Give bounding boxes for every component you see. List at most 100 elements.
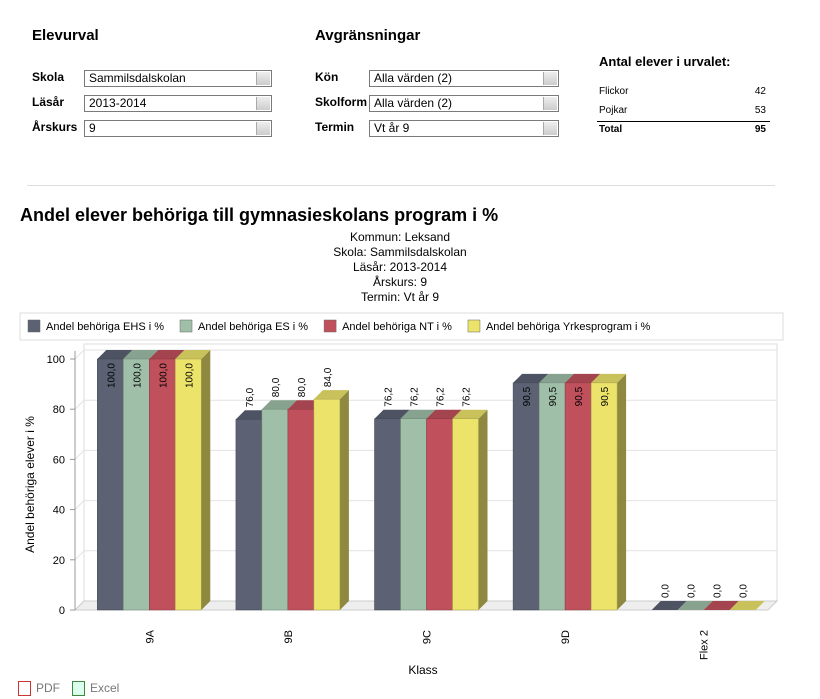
bar-group: 0,0 [651,584,687,610]
bar-top [97,350,133,359]
bar-side [617,373,627,610]
separator [27,185,775,186]
y-tick-label: 0 [59,605,65,617]
y-tick-label: 80 [53,404,65,416]
x-tick-label: 9A [144,629,156,643]
value-label: 76,2 [462,387,473,407]
value-label: 76,0 [245,387,256,407]
bar-top [175,350,211,359]
summary-divider [597,121,770,122]
bar-top [677,601,713,610]
y-tick-label: 100 [47,354,65,366]
legend-label: Andel behöriga EHS i % [46,321,164,333]
grid-line [74,349,777,360]
bar-top [539,373,575,383]
bar-top [651,601,687,610]
legend-swatch [27,319,41,333]
summary-label: Total [599,124,623,135]
section-title: Avgränsningar [315,27,421,44]
value-label: 90,5 [600,386,611,406]
summary-value: 53 [754,105,766,116]
legend-label: Andel behöriga Yrkesprogram i % [486,321,650,333]
x-tick-label: 9B [283,630,295,643]
legend-label: Andel behöriga NT i % [342,321,452,333]
bar [538,382,566,611]
x-tick-label: Flex 2 [699,630,711,660]
summary-value: 95 [754,124,766,135]
value-label: 76,2 [384,387,395,407]
export-link[interactable]: Excel [90,681,120,695]
summary-value: 42 [754,86,766,97]
bar-group: 84,0 [313,367,349,611]
bar-group: 0,0 [729,584,765,610]
dropdown[interactable]: Alla värden (2) [369,95,559,112]
section-title: Elevurval [32,27,99,44]
y-tick-label: 40 [53,505,65,517]
chart-subtitle: Termin: Vt år 9 [361,290,439,304]
dropdown[interactable]: 9 [84,120,272,137]
bar-side [478,409,488,610]
dropdown[interactable]: Alla värden (2) [369,70,559,87]
bar [564,382,592,611]
chart-subtitle: Årskurs: 9 [373,274,427,289]
bar-top [729,601,765,610]
bar-group: 0,0 [677,584,713,610]
bar [426,418,453,611]
export-link[interactable]: PDF [36,681,60,695]
field-label: Termin [315,120,355,134]
bar [97,358,124,611]
bar [123,358,150,611]
x-tick-label: 9D [560,630,572,644]
value-label: 0,0 [687,584,698,598]
legend-swatch [467,319,481,333]
field-label: Årskurs [32,120,78,134]
bar [287,408,315,611]
value-label: 100,0 [106,363,117,388]
value-label: 76,2 [410,387,421,407]
y-axis-label: Andel behöriga elever i % [23,416,37,553]
dropdown[interactable]: 2013-2014 [84,95,272,112]
chart-subtitle: Skola: Sammilsdalskolan [333,245,466,259]
bar [590,382,618,611]
bar-top [149,350,185,359]
value-label: 90,5 [548,386,559,406]
bar-group: 90,5 [590,373,627,611]
bar-top [400,409,436,419]
bar [149,358,176,611]
bar-top [261,400,297,410]
bar-top [313,390,349,400]
value-label: 0,0 [713,584,724,598]
value-label: 100,0 [184,363,195,388]
field-label: Skolform [315,95,368,109]
value-label: 90,5 [574,386,585,406]
bar-top [374,409,410,419]
bar-group: 100,0 [175,350,211,611]
export-icon[interactable] [18,681,31,696]
dropdown[interactable]: Vt år 9 [369,120,559,137]
legend-swatch [179,319,193,333]
bar-top [123,350,159,359]
bar-group: 76,2 [452,387,488,611]
bar [235,418,263,611]
value-label: 100,0 [158,363,169,388]
dropdown[interactable]: Sammilsdalskolan [84,70,272,87]
value-label: 76,2 [436,387,447,407]
bar-top [703,601,739,610]
legend-box [19,312,784,341]
bar [313,398,341,611]
value-label: 0,0 [739,584,750,598]
bar [512,382,540,611]
bar-top [513,373,549,383]
chart-subtitle: Kommun: Leksand [350,230,450,244]
bar-side [339,390,349,610]
value-label: 80,0 [271,377,282,397]
bar-top [452,409,488,419]
bar-group: 0,0 [703,584,739,610]
summary-label: Pojkar [599,105,628,116]
bar [374,418,401,611]
export-icon[interactable] [72,681,85,696]
bar-side [201,350,211,610]
field-label: Kön [315,70,339,84]
